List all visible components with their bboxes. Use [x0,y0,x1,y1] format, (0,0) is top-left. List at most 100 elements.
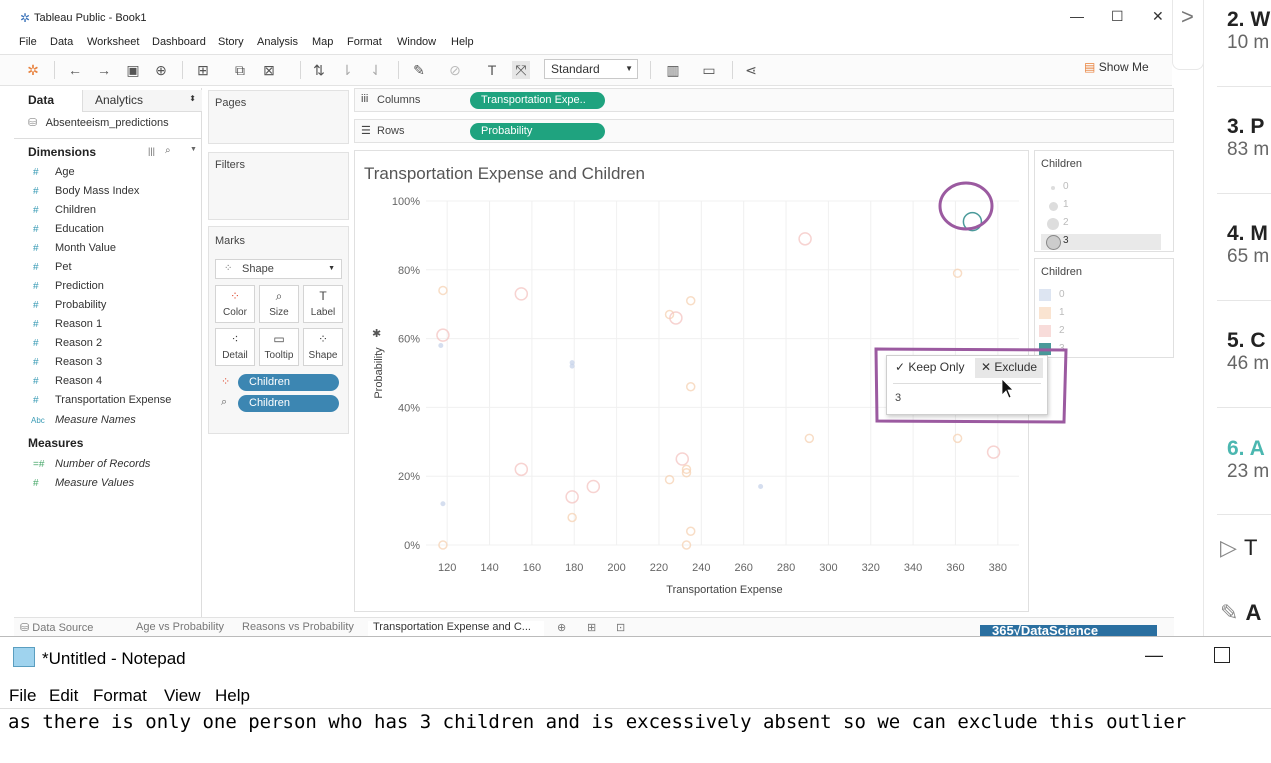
menu-dashboard[interactable]: Dashboard [152,36,206,48]
tab-data-source[interactable]: ⛁ Data Source [20,621,93,636]
color-legend-item[interactable]: 2 [1039,324,1159,340]
course-edit-item[interactable]: ✎ A [1220,600,1261,626]
undo-icon[interactable]: ← [68,62,82,78]
field-probability[interactable]: # Probability [33,299,106,311]
field-reason-3[interactable]: # Reason 3 [33,356,102,368]
pages-shelf[interactable]: Pages [208,90,349,144]
rows-pill[interactable]: Probability [470,123,605,140]
swap-icon[interactable]: ⇅ [313,62,325,78]
group-icon[interactable]: ⊘ [449,62,461,78]
course-play-item[interactable]: ▷ T [1220,535,1257,561]
label-toggle-icon[interactable]: T [487,62,497,78]
course-item-2[interactable]: 2. W 10 m [1227,8,1270,54]
size-legend-item[interactable]: 0 [1041,180,1161,196]
color-button[interactable]: ⁘ Color [215,285,255,323]
field-body-mass-index[interactable]: # Body Mass Index [33,185,139,197]
course-item-6-active[interactable]: 6. A 23 m [1227,437,1269,483]
size-button[interactable]: ⌕ Size [259,285,299,323]
minimize-button[interactable]: — [1070,8,1084,24]
notepad-menu-format[interactable]: Format [93,686,147,705]
course-item-5[interactable]: 5. C 46 m [1227,329,1269,375]
tab-reasons-vs-probability[interactable]: Reasons vs Probability [242,621,354,633]
color-legend-item[interactable]: 1 [1039,306,1159,322]
field-measure-names[interactable]: Abc Measure Names [31,414,136,426]
mark-type-dropdown[interactable]: ⁘ Shape ▼ [215,259,342,279]
menu-analysis[interactable]: Analysis [257,36,298,48]
filters-shelf[interactable]: Filters [208,152,349,220]
course-item-3[interactable]: 3. P 83 m [1227,115,1269,161]
field-children[interactable]: # Children [33,204,96,216]
new-dashboard-icon[interactable]: ⊞ [587,622,597,634]
size-legend-item[interactable]: 1 [1041,198,1161,214]
tableau-home-icon[interactable]: ✲ [27,62,39,78]
search-icon[interactable]: ⌕ [165,145,171,156]
menu-data[interactable]: Data [50,36,74,48]
sort-descending-icon[interactable]: ⇃ [370,62,382,78]
menu-worksheet[interactable]: Worksheet [87,36,140,48]
notepad-maximize-button[interactable] [1214,647,1230,663]
dimensions-menu-icon[interactable]: ▼ [190,146,197,153]
redo-icon[interactable]: → [97,62,111,78]
duplicate-sheet-icon[interactable]: ⧉ [235,62,245,78]
new-worksheet-icon[interactable]: ⊞ [197,62,209,78]
tab-age-vs-probability[interactable]: Age vs Probability [136,621,225,633]
field-age[interactable]: # Age [33,166,75,178]
exclude-button[interactable]: ✕ Exclude [975,358,1043,378]
fit-dropdown[interactable]: Standard ▼ [544,59,638,79]
detail-button[interactable]: ⁖ Detail [215,328,255,366]
label-button[interactable]: T Label [303,285,343,323]
fix-axes-icon[interactable]: ⤧ [512,61,530,79]
field-reason-1[interactable]: # Reason 1 [33,318,102,330]
new-datasource-icon[interactable]: ⊕ [155,62,167,78]
notepad-menu-view[interactable]: View [164,686,201,705]
children-color-pill[interactable]: Children [238,374,339,391]
tab-data[interactable]: Data [14,90,80,112]
maximize-button[interactable]: ☐ [1111,8,1124,24]
field-pet[interactable]: # Pet [33,261,72,273]
field-prediction[interactable]: # Prediction [33,280,104,292]
course-item-4[interactable]: 4. M 65 m [1227,222,1269,268]
close-button[interactable]: ✕ [1152,8,1164,24]
menu-story[interactable]: Story [218,36,244,48]
field-education[interactable]: # Education [33,223,104,235]
datasource-item[interactable]: ⛁ Absenteeism_predictions [28,116,169,129]
new-worksheet-icon[interactable]: ⊕ [557,622,567,634]
notepad-minimize-button[interactable]: — [1145,645,1163,665]
children-size-pill[interactable]: Children [238,395,339,412]
menu-help[interactable]: Help [451,36,474,48]
field-reason-4[interactable]: # Reason 4 [33,375,102,387]
field-number-of-records[interactable]: =# Number of Records [33,458,150,470]
menu-window[interactable]: Window [397,36,437,48]
menu-format[interactable]: Format [347,36,382,48]
save-icon[interactable]: ▣ [126,62,140,78]
highlight-icon[interactable]: ✎ [413,62,425,78]
new-story-icon[interactable]: ⊡ [616,622,626,634]
field-measure-values[interactable]: # Measure Values [33,477,134,489]
field-reason-2[interactable]: # Reason 2 [33,337,102,349]
columns-pill[interactable]: Transportation Expe.. [470,92,605,109]
show-cards-icon[interactable]: ▥ [666,62,680,78]
share-icon[interactable]: ⋖ [745,62,757,78]
menu-file[interactable]: File [19,36,37,48]
presentation-icon[interactable]: ▭ [702,62,716,78]
size-legend-item[interactable]: 2 [1041,216,1161,232]
notepad-menu-edit[interactable]: Edit [49,686,79,705]
field-transportation-expense[interactable]: # Transportation Expense [33,394,171,406]
field-month-value[interactable]: # Month Value [33,242,116,254]
shape-button[interactable]: ⁘ Shape [303,328,343,366]
notepad-text[interactable]: as there is only one person who has 3 ch… [8,711,1187,733]
size-legend-item[interactable]: 3 [1041,234,1161,250]
sort-ascending-icon[interactable]: ⇂ [341,62,353,78]
notepad-menu-help[interactable]: Help [215,686,250,705]
view-as-list-icon[interactable]: ||| [148,146,156,156]
notepad-text-area[interactable] [0,708,1271,763]
show-me-button[interactable]: ▤ Show Me [1084,60,1149,74]
tooltip-button[interactable]: ▭ Tooltip [259,328,299,366]
keep-only-button[interactable]: ✓ Keep Only [895,360,964,374]
menu-map[interactable]: Map [312,36,334,48]
tab-transportation-expense[interactable]: Transportation Expense and C... [368,621,544,636]
color-legend-item[interactable]: 0 [1039,288,1159,304]
tab-analytics[interactable]: Analytics ⬍ [82,90,202,112]
notepad-menu-file[interactable]: File [9,686,37,705]
course-panel-tab[interactable]: > [1172,0,1204,70]
